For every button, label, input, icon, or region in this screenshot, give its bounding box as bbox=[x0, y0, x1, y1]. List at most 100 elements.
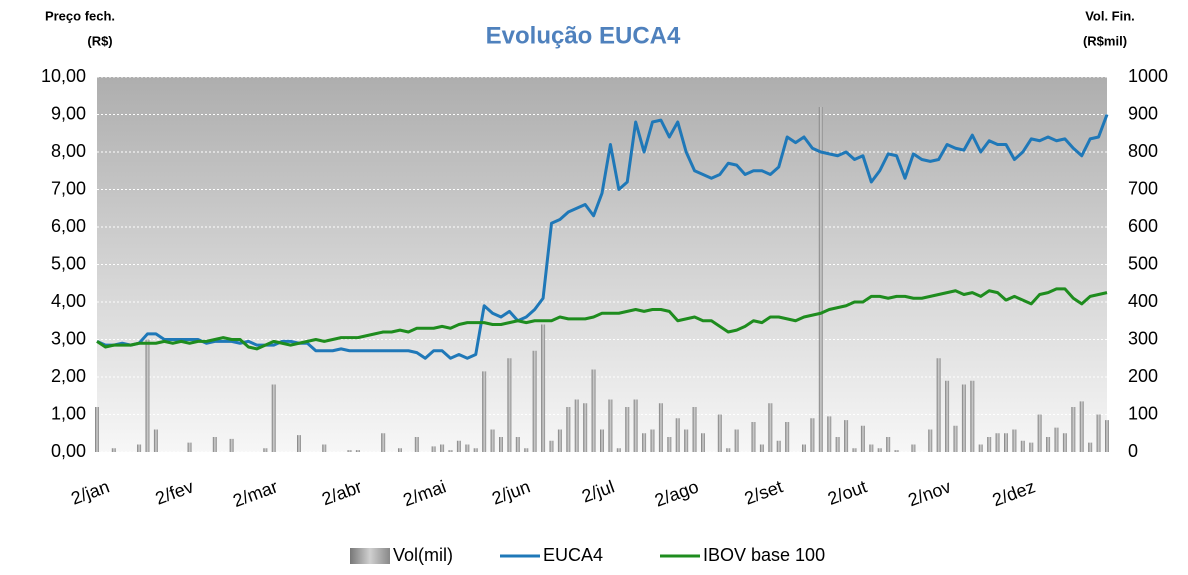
bar bbox=[844, 420, 849, 452]
bar bbox=[431, 446, 436, 452]
y2-axis-label: (R$mil) bbox=[1083, 33, 1127, 48]
bar bbox=[953, 425, 958, 452]
bar bbox=[583, 403, 588, 452]
y-axis-label: Preço fech. bbox=[45, 8, 115, 23]
bar bbox=[600, 429, 604, 452]
bar bbox=[945, 380, 950, 452]
x-tick-label: 2/set bbox=[742, 476, 786, 508]
y2-tick-label: 100 bbox=[1128, 403, 1158, 423]
y2-tick-label: 800 bbox=[1128, 141, 1158, 161]
bar bbox=[810, 418, 815, 452]
bar bbox=[625, 407, 630, 452]
bar bbox=[759, 444, 764, 452]
y2-tick-label: 700 bbox=[1128, 178, 1158, 198]
y2-tick-label: 900 bbox=[1128, 103, 1158, 123]
x-tick-label: 2/out bbox=[825, 476, 869, 508]
bar bbox=[818, 107, 823, 452]
bar bbox=[212, 437, 217, 452]
bar bbox=[95, 407, 99, 452]
bar bbox=[675, 418, 680, 452]
bar bbox=[768, 403, 773, 452]
bar bbox=[970, 380, 975, 452]
x-tick-label: 2/dez bbox=[990, 476, 1038, 510]
legend-label: IBOV base 100 bbox=[703, 545, 825, 565]
bar bbox=[229, 438, 234, 452]
bar bbox=[566, 407, 571, 452]
y2-tick-label: 300 bbox=[1128, 328, 1158, 348]
y2-tick-label: 200 bbox=[1128, 366, 1158, 386]
bar bbox=[936, 358, 941, 452]
x-tick-label: 2/mai bbox=[400, 476, 448, 510]
bar bbox=[616, 448, 621, 452]
y2-axis-label: Vol. Fin. bbox=[1085, 8, 1135, 23]
bar bbox=[111, 448, 116, 452]
bar bbox=[153, 429, 158, 452]
bar bbox=[347, 450, 352, 452]
y2-tick-label: 400 bbox=[1128, 291, 1158, 311]
bar bbox=[1046, 437, 1051, 452]
bar bbox=[911, 444, 916, 452]
bar bbox=[507, 358, 512, 452]
y-tick-label: 2,00 bbox=[51, 366, 86, 386]
bar bbox=[297, 435, 301, 452]
y-tick-label: 7,00 bbox=[51, 178, 86, 198]
bar bbox=[987, 437, 992, 452]
bar bbox=[667, 437, 672, 452]
y-tick-label: 10,00 bbox=[41, 66, 86, 86]
y-tick-label: 8,00 bbox=[51, 141, 86, 161]
bar bbox=[1012, 429, 1017, 452]
bar bbox=[785, 422, 790, 452]
bar bbox=[591, 369, 596, 452]
bar bbox=[995, 433, 1000, 452]
bar bbox=[137, 444, 142, 452]
bar bbox=[1105, 420, 1109, 452]
bar bbox=[701, 433, 705, 452]
bar bbox=[557, 429, 562, 452]
bar bbox=[574, 399, 579, 452]
bar bbox=[515, 437, 520, 452]
x-tick-label: 2/abr bbox=[319, 476, 364, 509]
bar bbox=[776, 440, 781, 452]
bar bbox=[928, 429, 933, 452]
bar bbox=[524, 448, 529, 452]
bar bbox=[440, 444, 445, 452]
bar bbox=[1037, 414, 1042, 452]
chart-title: Evolução EUCA4 bbox=[486, 22, 681, 49]
bar bbox=[717, 414, 722, 452]
legend-label: Vol(mil) bbox=[393, 545, 453, 565]
bar bbox=[1020, 440, 1025, 452]
y-tick-label: 3,00 bbox=[51, 328, 86, 348]
bar bbox=[473, 448, 478, 452]
legend-label: EUCA4 bbox=[543, 545, 603, 565]
bar bbox=[456, 440, 461, 452]
y-tick-label: 4,00 bbox=[51, 291, 86, 311]
bar bbox=[1004, 433, 1008, 452]
x-tick-label: 2/ago bbox=[652, 476, 701, 510]
y2-tick-label: 500 bbox=[1128, 253, 1158, 273]
bar bbox=[751, 422, 756, 452]
bar bbox=[145, 339, 150, 452]
bar bbox=[650, 429, 655, 452]
bar bbox=[684, 429, 689, 452]
bar bbox=[414, 437, 419, 452]
y-tick-label: 5,00 bbox=[51, 253, 86, 273]
bar bbox=[398, 448, 402, 452]
bar bbox=[1062, 433, 1067, 452]
y-tick-label: 9,00 bbox=[51, 103, 86, 123]
bar bbox=[802, 444, 806, 452]
x-tick-label: 2/fev bbox=[153, 476, 197, 508]
y-axis-label: (R$) bbox=[87, 33, 112, 48]
bar bbox=[263, 448, 268, 452]
bar bbox=[608, 399, 613, 452]
bar bbox=[322, 444, 327, 452]
bar bbox=[835, 437, 840, 452]
bar bbox=[978, 444, 983, 452]
y-tick-label: 1,00 bbox=[51, 403, 86, 423]
bar bbox=[961, 384, 966, 452]
bar bbox=[465, 444, 470, 452]
bar bbox=[734, 429, 739, 452]
x-tick-label: 2/jun bbox=[489, 476, 533, 508]
bar bbox=[1088, 442, 1093, 452]
bar bbox=[187, 442, 192, 452]
bar bbox=[852, 448, 857, 452]
